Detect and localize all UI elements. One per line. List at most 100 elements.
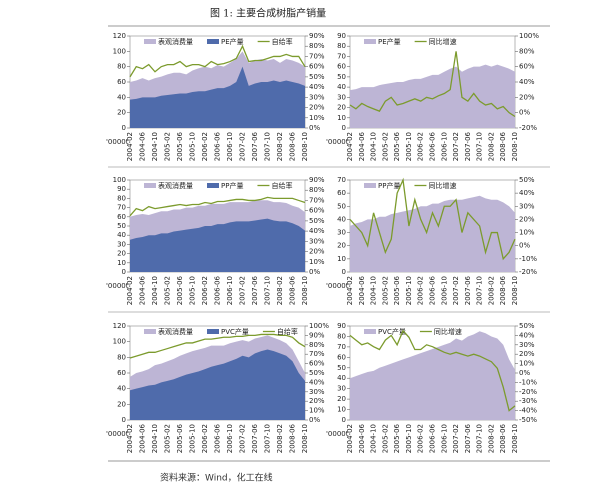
y-tick-label: 50 — [337, 202, 346, 210]
x-tick-label: 2004-06 — [358, 423, 366, 453]
y-tick-label: 50 — [337, 73, 346, 81]
y2-tick-label: 40% — [519, 78, 535, 86]
y2-tick-label: 50% — [309, 369, 325, 377]
y2-tick-label: 40% — [309, 83, 325, 91]
x-tick-label: 2008-06 — [289, 275, 297, 305]
x-tick-label: 2005-06 — [176, 275, 184, 305]
x-tick-label: 2005-10 — [405, 276, 413, 305]
line — [129, 196, 306, 217]
y2-tick-label: 60% — [309, 360, 325, 368]
x-tick-label: 2008-10 — [301, 424, 309, 453]
y2-tick-label: 50% — [309, 73, 325, 81]
x-tick-label: 2004-06 — [358, 275, 366, 305]
legend-label: 同比增速 — [428, 181, 456, 190]
y-tick-label: 60 — [117, 78, 126, 86]
x-tick-label: 2007-02 — [452, 424, 460, 453]
y-tick-label: 40 — [337, 83, 346, 91]
y2-tick-label: 80% — [519, 47, 535, 55]
line — [349, 177, 516, 261]
y2-tick-label: 40% — [309, 227, 325, 235]
legend-swatch — [144, 329, 156, 334]
y-tick-label: 60 — [337, 63, 346, 71]
x-tick-label: 2006-10 — [440, 132, 448, 161]
x-tick-label: 2004-02 — [126, 132, 134, 161]
area — [350, 195, 515, 272]
y2-tick-label: 50% — [309, 217, 325, 225]
x-tick-label: 2004-10 — [370, 132, 378, 161]
x-tick-label: 2008-02 — [276, 424, 284, 453]
x-tick-label: 2007-02 — [452, 132, 460, 161]
y-tick-label: 60 — [337, 189, 346, 197]
x-tick-label: 2008-06 — [499, 423, 507, 453]
legend-swatch — [207, 183, 219, 188]
y-tick-label: 30 — [117, 240, 126, 248]
y-tick-label: 20 — [337, 104, 346, 112]
x-tick-label: 2005-10 — [189, 132, 197, 161]
x-tick-label: 2005-10 — [189, 424, 197, 453]
y-tick-label: 40 — [337, 374, 346, 382]
x-tick-label: 2006-10 — [226, 132, 234, 161]
line — [129, 333, 306, 359]
y2-tick-label: 20% — [519, 93, 535, 101]
y-unit-label: '0000t — [326, 138, 349, 146]
x-tick-label: 2007-06 — [251, 423, 259, 453]
x-tick-label: 2007-10 — [476, 132, 484, 161]
x-tick-label: 2007-02 — [452, 276, 460, 305]
y-tick-label: 100 — [113, 47, 126, 55]
x-tick-label: 2007-10 — [476, 424, 484, 453]
y-tick-label: 70 — [117, 204, 126, 212]
y-tick-label: 70 — [337, 343, 346, 351]
x-tick-label: 2006-02 — [417, 424, 425, 453]
y-tick-label: 80 — [337, 42, 346, 50]
y2-tick-label: 30% — [309, 237, 325, 245]
y2-tick-label: 40% — [519, 189, 535, 197]
x-tick-label: 2008-02 — [487, 276, 495, 305]
legend-swatch — [144, 183, 156, 188]
y2-tick-label: 0% — [519, 242, 530, 250]
y2-tick-label: 10% — [309, 258, 325, 266]
y2-tick-label: 100% — [309, 322, 329, 330]
y-tick-label: 20 — [117, 400, 126, 408]
x-tick-label: 2006-02 — [201, 276, 209, 305]
y2-tick-label: 90% — [309, 32, 325, 40]
x-tick-label: 2007-06 — [464, 131, 472, 161]
legend-swatch — [207, 329, 219, 334]
legend-label: 表观消费量 — [158, 327, 193, 336]
area — [350, 331, 515, 420]
y-tick-label: 60 — [117, 213, 126, 221]
y-tick-label: 60 — [337, 353, 346, 361]
x-tick-label: 2004-02 — [346, 132, 354, 161]
x-tick-label: 2004-06 — [139, 423, 147, 453]
y-tick-label: 0 — [342, 124, 346, 132]
y-tick-label: 0 — [342, 268, 346, 276]
y-tick-label: 10 — [337, 114, 346, 122]
x-tick-label: 2006-02 — [417, 132, 425, 161]
y2-tick-label: 70% — [309, 52, 325, 60]
y2-tick-label: 20% — [309, 397, 325, 405]
area — [130, 66, 305, 128]
y2-tick-label: -40% — [519, 407, 537, 415]
y-tick-label: 30 — [337, 93, 346, 101]
y2-tick-label: 40% — [519, 331, 535, 339]
y-tick-label: 80 — [117, 63, 126, 71]
legend-label: 同比增速 — [434, 327, 462, 336]
x-tick-label: 2006-10 — [226, 276, 234, 305]
x-tick-label: 2004-06 — [139, 275, 147, 305]
legend-label: 同比增速 — [429, 37, 457, 46]
y2-tick-label: -50% — [519, 416, 537, 424]
y2-tick-label: 70% — [309, 196, 325, 204]
y2-tick-label: 10% — [519, 360, 535, 368]
x-tick-label: 2005-06 — [176, 423, 184, 453]
y-tick-label: 50 — [337, 364, 346, 372]
x-tick-label: 2004-02 — [126, 424, 134, 453]
y2-tick-label: 50% — [519, 322, 535, 330]
y-tick-label: 0 — [122, 124, 126, 132]
y-tick-label: 30 — [337, 229, 346, 237]
legend-swatch — [364, 329, 376, 334]
legend-label: PP产量 — [378, 181, 400, 190]
legend-label: PVC产量 — [221, 327, 249, 336]
y-tick-label: 0 — [122, 268, 126, 276]
x-tick-label: 2005-02 — [164, 132, 172, 161]
y2-tick-label: -20% — [519, 124, 537, 132]
x-tick-label: 2006-06 — [429, 131, 437, 161]
